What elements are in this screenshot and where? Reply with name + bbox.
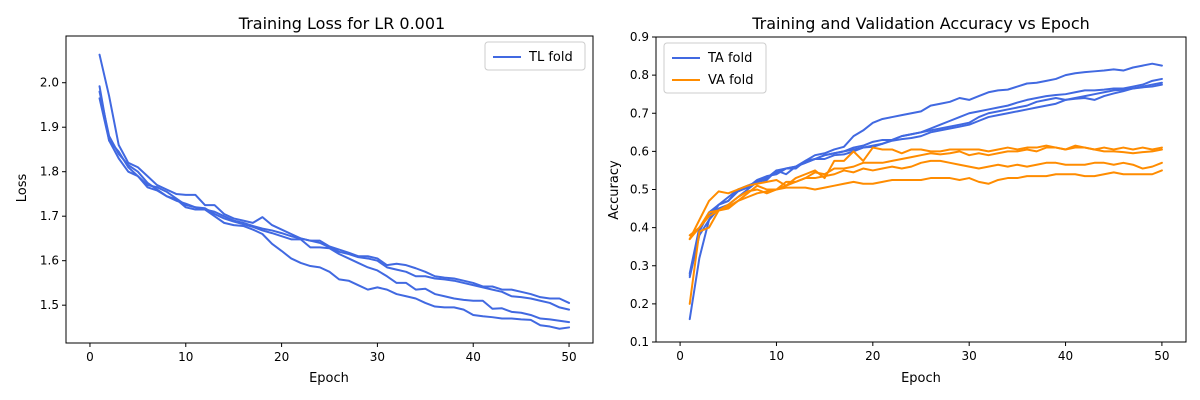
accuracy-chart-series-line-3 [688,83,1163,321]
accuracy-chart-legend-label: VA fold [708,73,753,88]
accuracy-chart-ytick-label: 0.8 [630,68,649,82]
loss-chart-xtick-label: 30 [370,350,385,364]
accuracy-chart-xtick-label: 10 [769,349,784,363]
accuracy-chart-ytick-label: 0.6 [630,144,649,158]
loss-chart-plot-area [98,53,571,330]
accuracy-chart-xlabel: Epoch [901,371,941,386]
accuracy-chart-legend-label: TA fold [707,51,752,66]
loss-chart-xtick-label: 0 [86,350,94,364]
accuracy-chart-xtick-label: 20 [865,349,880,363]
loss-chart-legend: TL fold [484,41,586,71]
accuracy-chart-ticks: 0 10 20 30 40 50 0.1 0.2 0.3 0.4 0.5 0.6 0.7 0.8 0.9 [630,30,1170,363]
accuracy-chart-legend: TA fold VA fold [663,42,767,94]
loss-chart-xlabel: Epoch [309,371,349,386]
accuracy-chart-title: Training and Validation Accuracy vs Epoc… [751,14,1090,33]
accuracy-chart-xtick-label: 50 [1154,349,1169,363]
accuracy-chart-xtick-label: 30 [962,349,977,363]
accuracy-chart-ytick-label: 0.7 [630,106,649,120]
loss-chart-legend-box [484,41,586,71]
loss-chart-ytick-label: 1.5 [40,298,59,312]
accuracy-chart-xtick-label: 0 [676,349,684,363]
accuracy-chart: Training and Validation Accuracy vs Epoc… [607,14,1187,386]
accuracy-chart-series-line-7 [688,159,1163,305]
loss-chart-title: Training Loss for LR 0.001 [238,14,445,33]
accuracy-chart-xtick-label: 40 [1058,349,1073,363]
accuracy-chart-series-line-8 [688,169,1163,241]
loss-chart-ytick-label: 1.7 [40,209,59,223]
accuracy-chart-ytick-label: 0.5 [630,183,649,197]
loss-chart-xtick-label: 20 [274,350,289,364]
loss-chart-ytick-label: 1.6 [40,254,59,268]
accuracy-chart-ylabel: Accuracy [607,160,622,220]
accuracy-chart-plot-area [688,62,1163,321]
accuracy-chart-ytick-label: 0.2 [630,297,649,311]
loss-chart-ytick-label: 1.9 [40,120,59,134]
accuracy-chart-ytick-label: 0.3 [630,259,649,273]
loss-chart-series-line-1 [98,53,571,304]
loss-chart-xtick-label: 10 [178,350,193,364]
loss-chart-series-line-4 [98,97,571,330]
accuracy-chart-series-line-6 [688,146,1163,237]
loss-chart-legend-label: TL fold [528,50,573,65]
loss-chart: Training Loss for LR 0.001 Epoch Loss 0 1… [15,14,594,386]
loss-chart-ytick-label: 1.8 [40,165,59,179]
accuracy-chart-frame [655,36,1187,343]
accuracy-chart-ytick-label: 0.9 [630,30,649,44]
accuracy-chart-series-line-4 [688,77,1163,277]
loss-chart-ylabel: Loss [15,174,30,203]
loss-chart-xtick-label: 40 [466,350,481,364]
loss-chart-frame [65,35,594,344]
loss-chart-ytick-label: 2.0 [40,76,59,90]
accuracy-chart-ytick-label: 0.4 [630,221,649,235]
accuracy-chart-ytick-label: 0.1 [630,335,649,349]
loss-chart-xtick-label: 50 [561,350,576,364]
loss-chart-ticks: 0 10 20 30 40 50 1.5 1.6 1.7 1.8 1.9 2.0 [40,76,577,364]
